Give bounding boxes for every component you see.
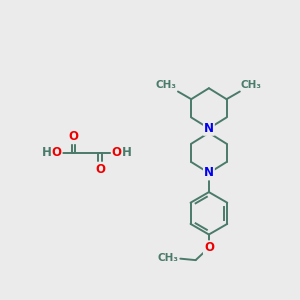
Text: O: O bbox=[52, 146, 62, 159]
Text: CH₃: CH₃ bbox=[156, 80, 177, 90]
Text: N: N bbox=[204, 122, 214, 135]
Text: O: O bbox=[95, 163, 105, 176]
Text: CH₃: CH₃ bbox=[241, 80, 262, 90]
Text: O: O bbox=[112, 146, 122, 159]
Text: H: H bbox=[122, 146, 132, 159]
Text: O: O bbox=[68, 130, 78, 143]
Text: N: N bbox=[204, 167, 214, 179]
Text: O: O bbox=[204, 241, 214, 254]
Text: H: H bbox=[41, 146, 51, 159]
Text: CH₃: CH₃ bbox=[158, 253, 178, 263]
